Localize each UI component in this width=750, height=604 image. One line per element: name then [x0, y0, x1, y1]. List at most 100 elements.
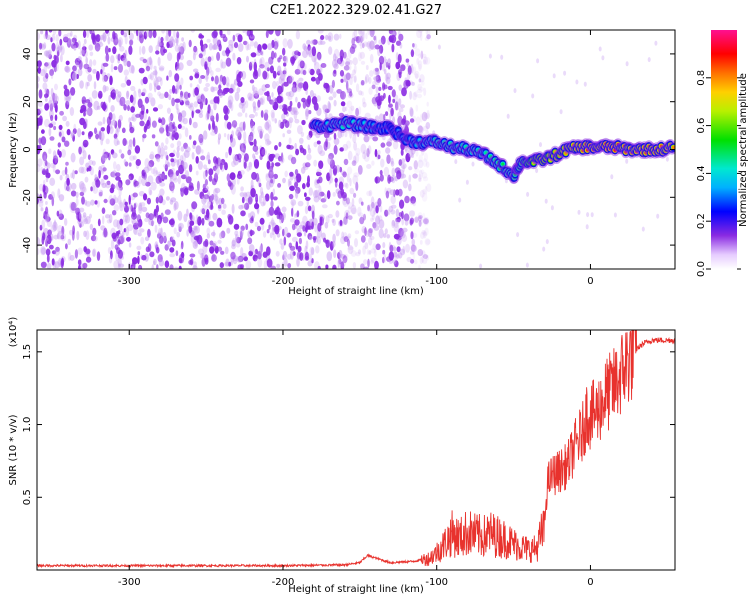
spectrogram-noise-blob	[126, 90, 129, 100]
spectrogram-noise-blob	[233, 223, 240, 230]
spectrogram-noise-blob	[374, 260, 379, 269]
spectrogram-noise-blob	[147, 163, 152, 171]
spectrogram-noise-blob	[54, 247, 61, 256]
spectrogram-noise-blob	[248, 244, 255, 252]
spectrogram-noise-blob	[290, 156, 297, 165]
spectrogram-noise-blob	[210, 231, 216, 237]
spectrogram-noise-blob	[343, 236, 349, 243]
spectrogram-noise-blob	[212, 165, 217, 172]
spectrogram-noise-blob	[302, 148, 307, 156]
spectrogram-noise-blob	[83, 218, 89, 225]
spectrogram-noise-blob	[422, 125, 429, 132]
spectrogram-noise-blob	[76, 230, 80, 241]
spectrogram-noise-blob	[363, 266, 369, 269]
spectrogram-noise-blob	[296, 80, 300, 86]
spectrogram-noise-blob	[128, 173, 134, 181]
spectrogram-noise-blob	[288, 242, 292, 248]
spectrogram-noise-blob	[40, 69, 46, 77]
spectrogram-noise-blob	[92, 185, 96, 192]
spectrogram-noise-blob	[159, 188, 165, 197]
spectrogram-noise-blob	[332, 192, 336, 197]
spectrogram-noise-blob	[286, 232, 292, 238]
spectrogram-noise-blob	[244, 192, 248, 201]
spectrogram-noise-blob	[141, 254, 147, 261]
spectrogram-noise-blob	[294, 181, 299, 188]
spectrogram-noise-blob	[417, 212, 423, 222]
spectrogram-noise-blob	[243, 256, 248, 262]
spectrogram-noise-blob	[190, 258, 194, 266]
spectrogram-noise-blob	[370, 196, 375, 207]
spectrogram-noise-blob	[287, 178, 291, 188]
spectrogram-noise-blob	[149, 72, 154, 81]
spectrogram-noise-blob	[202, 44, 207, 53]
spectrogram-noise-blob	[323, 82, 330, 89]
spectrogram-noise-blob	[325, 215, 330, 224]
spectrogram-noise-blob	[51, 33, 56, 42]
spectrogram-noise-blob	[248, 61, 253, 71]
spectrogram-noise-blob	[391, 167, 396, 177]
spectrogram-noise-blob	[344, 73, 350, 84]
spectrogram-noise-blob	[241, 142, 246, 152]
colorbar: 0.00.20.40.60.8 Normalized spectral ampl…	[696, 30, 749, 277]
spectrogram-noise-blob	[157, 104, 163, 110]
spectrogram-noise-blob	[215, 67, 221, 73]
spectrogram-noise-blob	[421, 53, 427, 59]
spectrogram-noise-blob	[328, 46, 333, 55]
spectrogram-noise-blob	[67, 238, 72, 246]
spectrogram-noise-blob	[404, 125, 409, 135]
spectrogram-noise-blob	[184, 98, 190, 107]
spectrogram-noise-blob	[133, 228, 140, 236]
spectrogram-noise-blob	[134, 145, 141, 154]
spectrogram-noise-blob	[332, 91, 337, 98]
spectrogram-noise-blob	[74, 170, 78, 175]
spectrogram-noise-blob	[386, 154, 391, 164]
spectrogram-noise-blob	[306, 153, 312, 161]
spectrogram-noise-blob	[257, 257, 263, 268]
spectrogram-noise-blob	[274, 224, 280, 235]
spectrogram-y-tick-label: 20	[22, 95, 33, 108]
spectrogram-noise-blob	[100, 190, 103, 195]
spectrogram-noise-blob	[219, 262, 224, 269]
spectrogram-noise-blob	[305, 88, 309, 96]
spectrogram-noise-blob	[116, 140, 120, 145]
spectrogram-noise-blob	[93, 100, 100, 111]
spectrogram-noise-blob	[372, 204, 376, 210]
spectrogram-noise-blob	[287, 76, 292, 85]
spectrogram-noise-blob	[402, 227, 408, 233]
spectrogram-noise-blob	[142, 76, 148, 85]
spectrogram-noise-blob	[245, 112, 248, 118]
spectrogram-noise-blob	[99, 34, 105, 41]
spectrogram-noise-blob	[91, 181, 96, 187]
spectrogram-noise-blob	[412, 43, 415, 48]
spectrogram-noise-blob	[315, 131, 321, 139]
spectrogram-noise-blob	[152, 107, 159, 112]
spectrogram-noise-blob	[282, 55, 287, 62]
spectrogram-noise-blob	[148, 213, 154, 221]
spectrogram-noise-blob	[351, 198, 355, 207]
spectrogram-noise-blob	[261, 148, 268, 156]
spectrogram-noise-blob	[235, 242, 241, 248]
spectrogram-noise-blob	[327, 213, 333, 219]
spectrogram-noise-blob	[37, 247, 40, 256]
spectrogram-noise-blob	[409, 250, 415, 255]
spectrogram-noise-blob	[58, 150, 62, 158]
spectrogram-noise-blob	[131, 207, 136, 218]
spectrogram-noise-blob	[80, 47, 83, 53]
spectrogram-noise-blob	[287, 95, 293, 101]
spectrogram-noise-blob	[271, 99, 275, 106]
spectrogram-noise-blob	[173, 30, 176, 38]
spectrogram-noise-blob	[250, 52, 257, 58]
spectrogram-noise-blob	[297, 64, 301, 73]
spectrogram-noise-blob	[40, 136, 47, 146]
spectrogram-noise-blob	[198, 113, 204, 119]
spectrogram-noise-blob	[204, 56, 209, 65]
spectrogram-noise-blob	[112, 210, 117, 216]
spectrogram-noise-blob	[118, 223, 123, 233]
spectrogram-noise-blob	[159, 127, 164, 135]
spectrogram-noise-blob	[83, 111, 86, 117]
spectrogram-noise-blob	[302, 100, 307, 109]
spectrogram-noise-blob	[178, 265, 182, 269]
spectrogram-noise-blob	[210, 201, 213, 210]
spectrogram-x-axis-label: Height of straight line (km)	[288, 286, 424, 297]
spectrogram-noise-blob	[542, 246, 546, 252]
